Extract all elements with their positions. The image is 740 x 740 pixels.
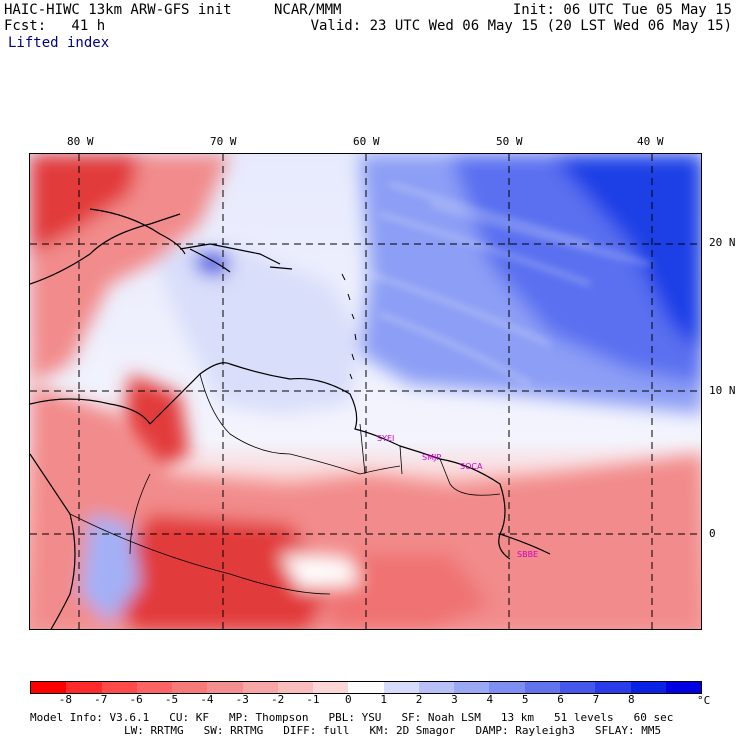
model-info-item: Model Info: V3.6.1 [30, 711, 150, 724]
lat-lon-grid [30, 154, 701, 629]
model-info-item: LW: RRTMG [124, 724, 184, 737]
colorbar-tick-label: 1 [380, 693, 387, 706]
colorbar-swatch [595, 682, 631, 693]
lifted-index-map: SYEI SMJP SOCA SBBE [29, 153, 702, 630]
coastlines [30, 208, 551, 629]
valid-time: Valid: 23 UTC Wed 06 May 15 (20 LST Wed … [310, 18, 732, 34]
model-info-item: 13 km [500, 711, 535, 724]
colorbar-swatch [172, 682, 208, 693]
colorbar-swatch [383, 682, 419, 693]
positive-li-region [150, 154, 701, 414]
producer-label: NCAR/MMM [274, 2, 342, 18]
colorbar-swatch [277, 682, 314, 693]
colorbar-swatch [136, 682, 173, 693]
init-time: Init: 06 UTC Tue 05 May 15 [512, 2, 732, 18]
colorbar-swatch [101, 682, 137, 693]
lon-label-70w: 70 W [210, 135, 237, 148]
colorbar-tick-label: 4 [486, 693, 494, 706]
model-info-item: CU: KF [169, 711, 209, 724]
colorbar-tick-label: -2 [270, 693, 285, 706]
colorbar-tick-label: -5 [164, 693, 179, 706]
model-info-item: SFLAY: MM5 [594, 724, 662, 737]
country-borders [69, 373, 501, 595]
colorbar-swatch [454, 682, 490, 693]
colorbar-swatch [348, 682, 384, 693]
forecast-hour: Fcst: 41 h [4, 18, 106, 34]
cloud-streaks [369, 182, 651, 386]
colorbar-tick-label: 3 [451, 693, 458, 706]
model-info-line-2: LW: RRTMG SW: RRTMG DIFF: full KM: 2D Smago… [30, 725, 681, 737]
colorbar-tick-label: -7 [94, 693, 108, 706]
station-label-soca: SOCA [460, 462, 483, 471]
colorbar-swatch [559, 682, 596, 693]
colorbar-swatch [207, 682, 243, 693]
colorbar-tick-label: 6 [557, 693, 564, 706]
model-info-item: MP: Thompson [228, 711, 309, 724]
model-info-item: DIFF: full [283, 724, 350, 737]
colorbar-swatch [66, 682, 102, 693]
station-label-sbbe: SBBE [517, 550, 538, 559]
lat-label-10n: 10 N [709, 384, 736, 397]
colorbar-swatch [242, 682, 278, 693]
colorbar-tick-label: -3 [235, 693, 249, 706]
colorbar-swatch [630, 682, 666, 693]
colorbar-swatch [489, 682, 525, 693]
colorbar-swatch [418, 682, 455, 693]
map-canvas: SYEI SMJP SOCA SBBE [30, 154, 701, 629]
model-info-item: PBL: YSU [328, 711, 382, 724]
lon-label-50w: 50 W [496, 135, 523, 148]
colorbar-unit: °C [697, 694, 711, 707]
model-info-line-1: Model Info: V3.6.1 CU: KF MP: Thompson PBL:… [30, 712, 693, 724]
model-info-item: 51 levels [554, 711, 614, 724]
model-info-item: KM: 2D Smagor [369, 724, 456, 737]
model-info-item: DAMP: Rayleigh3 [475, 724, 575, 737]
station-label-smjp: SMJP [422, 453, 441, 462]
map-title: HAIC-HIWC 13km ARW-GFS init [4, 2, 232, 18]
colorbar-tick-label: 8 [627, 693, 635, 706]
colorbar-tick-label: -6 [129, 693, 143, 706]
colorbar-tick-label: 0 [345, 693, 352, 706]
colorbar-tick-label: -1 [306, 693, 320, 706]
field-name: Lifted index [8, 35, 110, 51]
colorbar-tick-label: 7 [592, 693, 600, 706]
colorbar-tick-label: 5 [521, 693, 529, 706]
lon-label-60w: 60 W [353, 135, 380, 148]
colorbar-swatch [665, 682, 702, 693]
model-info-item: SW: RRTMG [203, 724, 264, 737]
lon-label-40w: 40 W [637, 135, 664, 148]
colorbar-swatch [524, 682, 560, 693]
lat-label-0: 0 [709, 527, 716, 540]
station-label-syei: SYEI [377, 434, 394, 443]
lat-label-20n: 20 N [709, 236, 736, 249]
colorbar-tick-label: 2 [415, 693, 423, 706]
colorbar-swatch [313, 682, 349, 693]
lesser-antilles [341, 273, 357, 380]
colorbar-tick-label: -4 [200, 693, 214, 706]
lon-label-80w: 80 W [67, 135, 94, 148]
model-info-item: SF: Noah LSM [401, 711, 481, 724]
model-info-item: 60 sec [633, 711, 674, 724]
colorbar [30, 681, 702, 694]
colorbar-tick-label: -8 [58, 693, 72, 706]
colorbar-swatch [31, 682, 67, 693]
